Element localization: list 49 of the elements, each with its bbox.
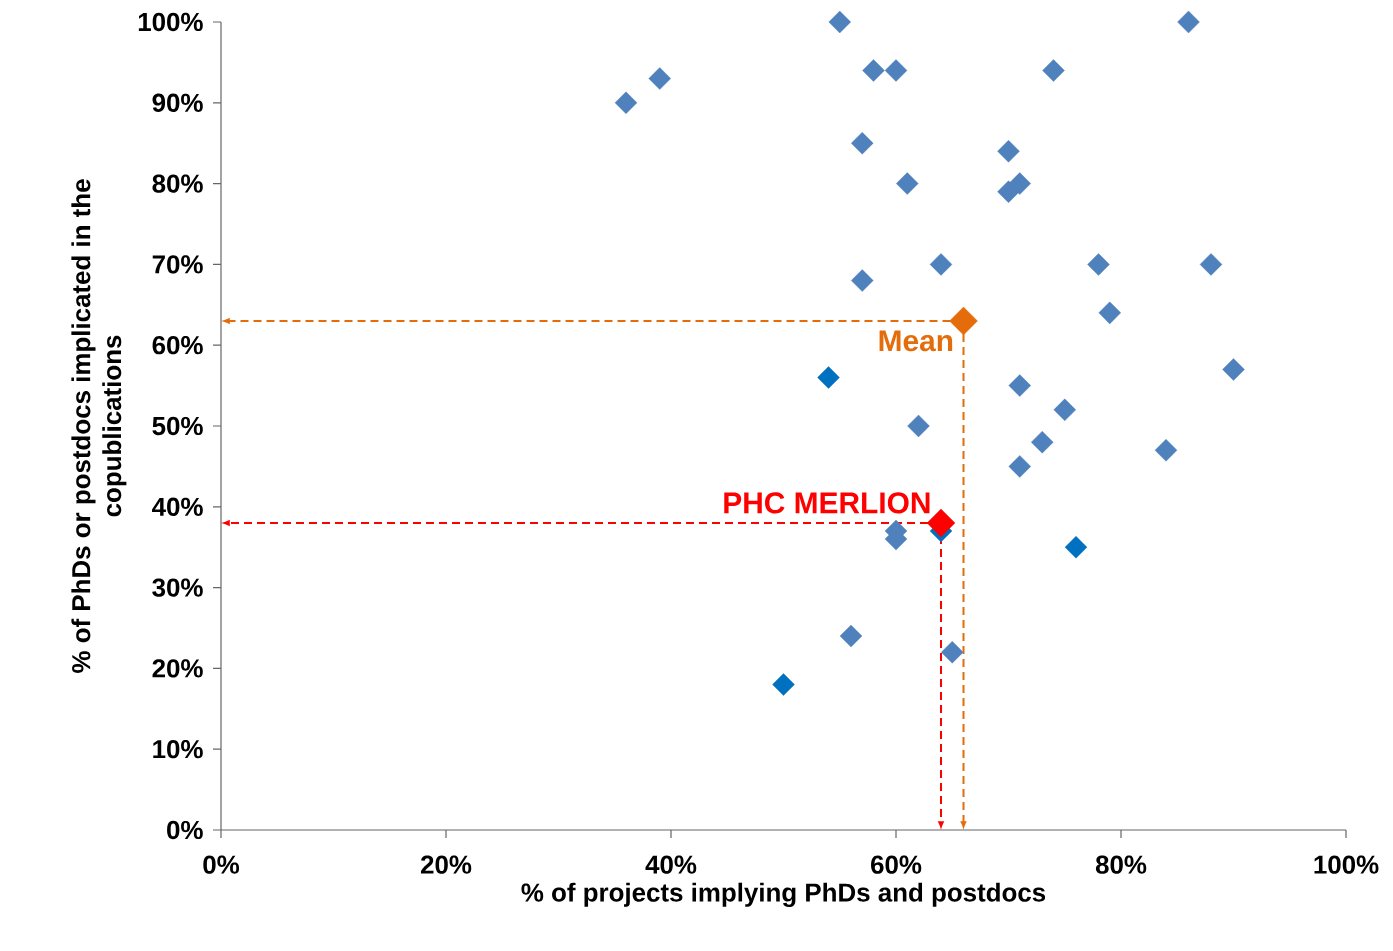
point [839,624,863,648]
point [828,10,851,34]
point [997,140,1020,163]
point [1008,455,1031,478]
x-tick-label: 40% [645,855,697,874]
x-tick-label: 60% [871,855,922,874]
x-tick-label: 100% [1314,855,1379,874]
point [614,91,638,114]
point [929,253,953,276]
y-axis-title: % of PhDs or postdocs implicated in the copublications [71,179,127,673]
x-tick-label: 0% [203,855,240,874]
point [648,67,671,90]
y-tick-label: 90% [152,93,203,112]
point [772,673,795,696]
y-tick-label: 100% [138,12,203,32]
point [851,131,874,155]
point [1177,10,1200,34]
x-tick-label: 20% [420,855,472,874]
point [1031,430,1054,454]
point [1098,301,1121,325]
point [1008,374,1031,397]
point [907,414,930,438]
point [1008,172,1031,195]
point [862,59,885,82]
point [1199,253,1223,276]
x-axis-title: % of projects implying PhDs and postdocs [521,882,1046,907]
y-tick-label: 40% [152,497,203,516]
point [1064,536,1088,559]
y-tick-label: 80% [152,174,203,193]
point [941,641,964,664]
point [896,172,919,195]
y-tick-label: 60% [152,336,203,355]
y-tick-label: 20% [152,659,203,678]
y-tick-label: 30% [152,578,203,597]
y-tick-label: 50% [152,416,203,436]
point [1154,439,1178,462]
point [1042,59,1065,82]
y-tick-label: 70% [152,255,203,274]
series-label: Mean [879,330,953,352]
point [1053,398,1076,422]
point [1222,358,1245,381]
point [817,366,840,389]
x-tick-label: 80% [1095,855,1147,874]
point [1087,253,1110,276]
point [884,59,908,82]
point [851,269,874,292]
y-tick-label: 0% [167,820,203,840]
y-tick-label: 10% [153,740,203,759]
series-label: PHC MERLION [724,492,930,514]
